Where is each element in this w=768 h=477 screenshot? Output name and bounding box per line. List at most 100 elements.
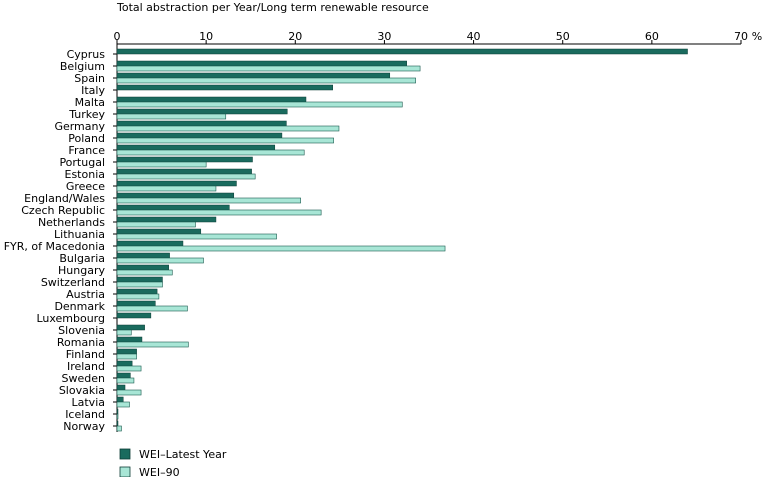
bar-latest <box>116 288 158 295</box>
x-tick-label: 70 <box>734 30 748 43</box>
category-label: Ireland <box>67 360 105 373</box>
category-label: Switzerland <box>41 276 105 289</box>
category-label: Malta <box>75 96 105 109</box>
category-label: Austria <box>66 288 105 301</box>
category-label: France <box>68 144 105 157</box>
bar-latest <box>116 228 202 235</box>
bar-latest <box>116 396 124 403</box>
bar-wei90 <box>116 329 132 336</box>
bar-wei90 <box>116 281 163 288</box>
bar-wei90 <box>116 401 130 408</box>
bar-latest <box>116 132 283 139</box>
bar-latest <box>116 108 288 115</box>
bar-wei90 <box>116 425 122 432</box>
category-label: Czech Republic <box>21 204 105 217</box>
category-label: Bulgaria <box>59 252 105 265</box>
category-label: Denmark <box>54 300 105 313</box>
bar-latest <box>116 96 307 103</box>
bars <box>116 48 688 432</box>
category-label: England/Wales <box>24 192 105 205</box>
chart-title: Total abstraction per Year/Long term ren… <box>116 1 429 14</box>
bar-wei90 <box>116 341 189 348</box>
category-label: Netherlands <box>38 216 105 229</box>
bar-latest <box>116 300 156 307</box>
bar-latest <box>116 60 407 67</box>
bar-wei90 <box>116 257 204 264</box>
category-label: Germany <box>54 120 105 133</box>
bar-wei90 <box>116 65 421 72</box>
bar-latest <box>116 252 170 259</box>
bar-wei90 <box>116 377 135 384</box>
category-label: Sweden <box>62 372 105 385</box>
legend-label: WEI–Latest Year <box>139 448 227 461</box>
legend-swatch <box>119 466 131 477</box>
legend: WEI–Latest Year WEI–90 <box>119 448 227 477</box>
category-label: Turkey <box>68 108 105 121</box>
legend-swatch <box>119 448 131 460</box>
bar-latest <box>116 72 391 79</box>
bar-latest <box>116 264 169 271</box>
bar-wei90 <box>116 413 119 420</box>
x-tick-label: 10 <box>199 30 213 43</box>
x-tick-label: 40 <box>467 30 481 43</box>
bar-wei90 <box>116 77 416 84</box>
bar-latest <box>116 324 145 331</box>
bar-wei90 <box>116 101 403 108</box>
bar-latest <box>116 144 276 151</box>
bar-latest <box>116 276 163 283</box>
bar-wei90 <box>116 197 301 204</box>
x-tick-label: 30 <box>377 30 391 43</box>
bar-wei90 <box>116 185 217 192</box>
category-label: Latvia <box>72 396 106 409</box>
category-label: Romania <box>57 336 105 349</box>
x-axis: 0 10 20 30 40 50 60 70 <box>113 30 748 432</box>
bar-wei90 <box>116 245 446 252</box>
bar-wei90 <box>116 389 142 396</box>
category-label: Cyprus <box>67 48 106 61</box>
category-label: FYR, of Macedonia <box>4 240 105 253</box>
category-label: Poland <box>68 132 105 145</box>
x-tick-label: 0 <box>114 30 121 43</box>
x-tick-label: 60 <box>645 30 659 43</box>
category-label: Luxembourg <box>36 312 105 325</box>
bar-latest <box>116 84 333 91</box>
bar-latest <box>116 192 235 199</box>
x-tick-label: 20 <box>288 30 302 43</box>
category-label: Hungary <box>58 264 105 277</box>
bar-wei90 <box>116 365 142 372</box>
bar-latest <box>116 180 237 187</box>
bar-wei90 <box>116 353 137 360</box>
category-label: Belgium <box>60 60 105 73</box>
bar-latest <box>116 348 137 355</box>
bar-latest <box>116 240 184 247</box>
x-tick-label: 50 <box>556 30 570 43</box>
bar-wei90 <box>116 161 207 168</box>
bar-latest <box>116 48 688 55</box>
category-label: Slovakia <box>59 384 105 397</box>
bar-latest <box>116 168 252 175</box>
category-label: Finland <box>66 348 105 361</box>
bar-wei90 <box>116 125 340 132</box>
bar-latest <box>116 372 131 379</box>
bar-latest <box>116 420 119 427</box>
bar-wei90 <box>116 293 160 300</box>
category-label: Italy <box>81 84 105 97</box>
category-label: Lithuania <box>54 228 105 241</box>
bar-wei90 <box>116 137 334 144</box>
category-label: Spain <box>74 72 105 85</box>
axis-unit: % <box>752 30 762 43</box>
category-label: Greece <box>66 180 105 193</box>
category-label: Norway <box>63 420 105 433</box>
category-label: Slovenia <box>58 324 105 337</box>
category-label: Iceland <box>65 408 105 421</box>
bar-latest <box>116 384 126 391</box>
legend-label: WEI–90 <box>139 466 180 477</box>
bar-wei90 <box>116 221 196 228</box>
category-label: Portugal <box>59 156 105 169</box>
bar-latest <box>116 312 152 319</box>
category-labels: CyprusBelgiumSpainItalyMaltaTurkeyGerman… <box>4 48 106 433</box>
bar-latest <box>116 216 217 223</box>
bar-wei90 <box>116 173 256 180</box>
bar-latest <box>116 336 143 343</box>
